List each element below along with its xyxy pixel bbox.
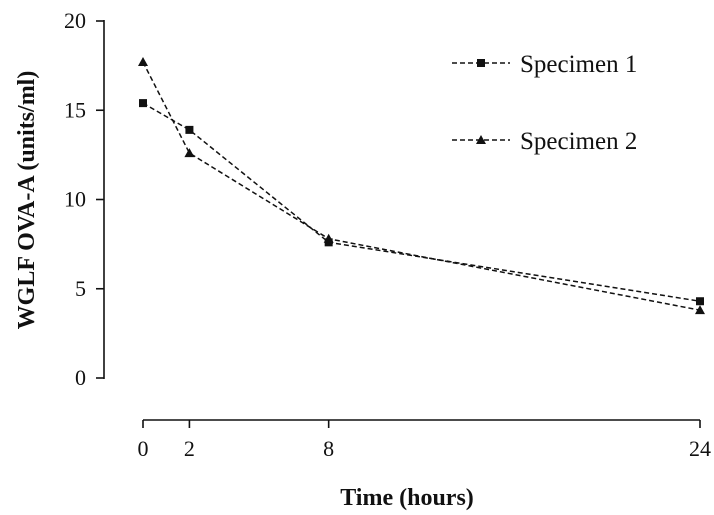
data-point-specimen-2 bbox=[695, 305, 705, 315]
legend-marker-square bbox=[477, 59, 485, 67]
y-axis-ticks: 0 5 10 15 20 bbox=[64, 8, 104, 390]
x-axis-title: Time (hours) bbox=[340, 485, 474, 511]
series-line-specimen-1 bbox=[142, 102, 701, 302]
legend-label-specimen-1: Specimen 1 bbox=[520, 51, 637, 78]
data-point-specimen-2 bbox=[184, 148, 195, 158]
y-tick-label: 5 bbox=[75, 276, 86, 301]
data-point-specimen-1 bbox=[139, 99, 147, 108]
y-tick-label: 20 bbox=[64, 8, 86, 33]
legend-marker-triangle bbox=[476, 135, 486, 144]
y-tick-label: 15 bbox=[64, 97, 86, 122]
data-point-specimen-2 bbox=[323, 233, 334, 243]
data-point-specimen-2 bbox=[138, 57, 148, 67]
x-axis-ticks: 0 2 8 24 bbox=[138, 420, 711, 461]
x-tick-label: 24 bbox=[689, 436, 711, 461]
x-tick-label: 8 bbox=[323, 436, 334, 461]
x-tick-label: 2 bbox=[184, 436, 195, 461]
x-tick-label: 0 bbox=[138, 436, 149, 461]
data-point-specimen-1 bbox=[185, 125, 194, 134]
data-point-specimen-1 bbox=[696, 297, 704, 306]
legend: Specimen 1 Specimen 2 bbox=[452, 51, 637, 155]
series-layer bbox=[138, 57, 705, 315]
y-tick-label: 0 bbox=[75, 365, 86, 390]
legend-label-specimen-2: Specimen 2 bbox=[520, 128, 637, 155]
y-axis-title: WGLF OVA-A (units/ml) bbox=[14, 71, 40, 330]
y-tick-label: 10 bbox=[64, 187, 86, 212]
series-line-specimen-2 bbox=[142, 61, 701, 311]
